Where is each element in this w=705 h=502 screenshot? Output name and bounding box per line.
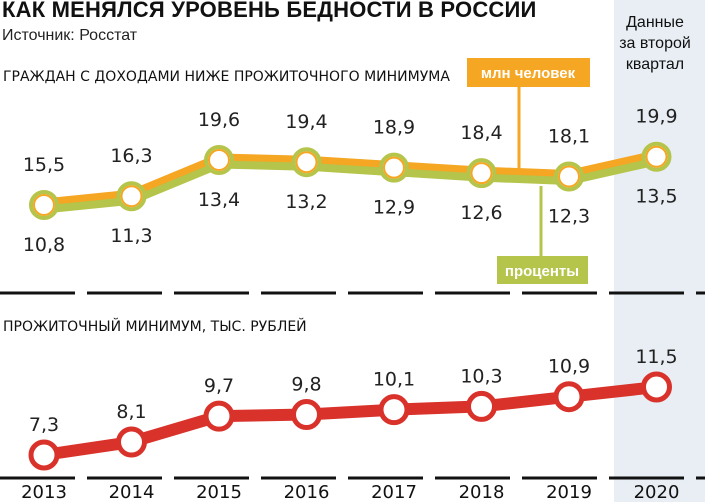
percent-value-label: 12,6: [460, 202, 502, 224]
bottom-point-2017: 10,1: [373, 369, 415, 426]
millions-marker: [208, 149, 230, 171]
minimum-value-label: 7,3: [29, 414, 59, 436]
bottom-chart: 7,3 8,1 9,7 9,8 10,1 10,3 10,9 11,5: [28, 346, 678, 471]
minimum-marker: [116, 426, 147, 458]
minimum-value-label: 10,9: [548, 356, 590, 378]
percent-value-label: 13,2: [285, 191, 327, 213]
year-label-2018: 2018: [459, 482, 505, 502]
minimum-marker: [28, 439, 60, 471]
bottom-point-2013: 7,3: [28, 414, 60, 471]
top-point-2015: 19,6 13,4: [198, 109, 240, 211]
millions-value-label: 18,1: [548, 125, 590, 147]
millions-marker: [383, 156, 405, 179]
year-label-2017: 2017: [371, 482, 417, 502]
top-point-2013: 15,5 10,8: [23, 154, 65, 256]
minimum-marker: [466, 390, 497, 422]
legend-percent-box: [497, 256, 588, 284]
millions-marker: [558, 165, 580, 188]
legend-millions-label: млн человек: [481, 65, 576, 82]
minimum-value-label: 9,8: [291, 374, 321, 396]
percent-value-label: 13,4: [198, 189, 240, 211]
millions-value-label: 19,9: [635, 106, 677, 128]
year-label-2020: 2020: [634, 482, 680, 502]
minimum-value-label: 9,7: [204, 375, 234, 397]
minimum-marker: [553, 381, 585, 413]
legend-millions-box: [467, 58, 590, 87]
year-axis: 2013 2014 2015 2016 2017 2018 2019 2020: [21, 482, 679, 502]
percent-value-label: 12,9: [373, 197, 415, 219]
bottom-point-2018: 10,3: [460, 365, 503, 422]
millions-marker: [120, 185, 143, 208]
divider-lines: [0, 291, 705, 480]
minimum-value-label: 11,5: [635, 346, 677, 368]
note-line-1: Данные: [626, 14, 684, 31]
minimum-marker: [291, 399, 322, 431]
year-label-2016: 2016: [284, 482, 330, 502]
top-point-2016: 19,4 13,2: [285, 111, 327, 213]
legend-millions: млн человек: [467, 58, 590, 174]
millions-value-label: 18,9: [373, 117, 415, 139]
millions-marker: [470, 162, 493, 185]
legend-percent-label: проценты: [505, 263, 579, 280]
year-label-2015: 2015: [196, 482, 242, 502]
top-chart-title: ГРАЖДАН С ДОХОДАМИ НИЖЕ ПРОЖИТОЧНОГО МИН…: [3, 69, 450, 85]
source-label: Источник: Росстат: [2, 27, 138, 44]
bottom-point-2019: 10,9: [548, 356, 590, 413]
note-line-2: за второй: [619, 35, 691, 52]
millions-value-label: 16,3: [110, 145, 152, 167]
percent-value-label: 10,8: [23, 234, 65, 256]
percent-value-label: 13,5: [635, 186, 677, 208]
top-point-2017: 18,9 12,9: [373, 117, 415, 219]
top-point-2014: 16,3 11,3: [110, 145, 152, 247]
top-chart: 15,5 10,8 16,3 11,3 19,6 13,4 19,4 13,2 18,9 12,9…: [23, 106, 678, 256]
top-point-2019: 18,1 12,3: [548, 125, 590, 227]
bottom-point-2016: 9,8: [291, 374, 322, 431]
bottom-point-2014: 8,1: [116, 401, 147, 458]
top-point-2020: 19,9 13,5: [635, 106, 677, 208]
minimum-marker: [378, 394, 410, 426]
bottom-point-2020: 11,5: [635, 346, 678, 403]
minimum-marker: [641, 371, 672, 403]
millions-value-label: 18,4: [460, 122, 502, 144]
legend: млн человек проценты: [467, 58, 590, 284]
minimum-value-label: 10,3: [460, 365, 502, 387]
minimum-value-label: 8,1: [116, 401, 146, 423]
minimum-value-label: 10,1: [373, 369, 415, 391]
year-label-2013: 2013: [21, 482, 67, 502]
millions-marker: [295, 151, 318, 174]
bottom-chart-title: ПРОЖИТОЧНЫЙ МИНИМУМ, ТЫС. РУБЛЕЙ: [3, 317, 307, 335]
millions-value-label: 15,5: [23, 154, 65, 176]
year-label-2019: 2019: [546, 482, 592, 502]
millions-value-label: 19,4: [285, 111, 327, 133]
millions-value-label: 19,6: [198, 109, 240, 131]
bottom-point-2015: 9,7: [203, 375, 235, 432]
millions-marker: [33, 194, 55, 216]
highlight-band-2020: [614, 0, 705, 502]
legend-percent: проценты: [497, 186, 588, 284]
millions-marker: [645, 145, 668, 168]
note-line-3: квартал: [626, 56, 684, 73]
minimum-marker: [203, 400, 235, 432]
top-point-2018: 18,4 12,6: [460, 122, 502, 224]
page-title: КАК МЕНЯЛСЯ УРОВЕНЬ БЕДНОСТИ В РОССИИ: [2, 0, 537, 22]
year-label-2014: 2014: [109, 482, 155, 502]
percent-value-label: 11,3: [110, 225, 152, 247]
percent-value-label: 12,3: [548, 205, 590, 227]
series-line-millions: [43, 150, 658, 206]
